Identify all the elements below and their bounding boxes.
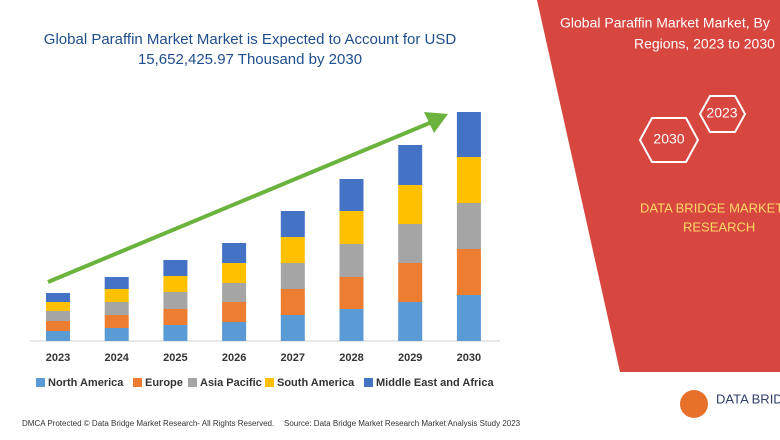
bar-segment [339, 244, 364, 277]
bar-segment [456, 295, 481, 341]
trend-arrow [47, 120, 433, 284]
bar-segment [456, 157, 481, 203]
bar-segment [222, 243, 247, 263]
legend-swatch [133, 378, 142, 387]
logo-icon [680, 390, 708, 418]
legend-swatch [36, 378, 45, 387]
bar-segment [163, 260, 188, 276]
bar-segment [456, 112, 481, 157]
legend-swatch [364, 378, 373, 387]
x-tick-label: 2025 [163, 352, 187, 364]
legend-swatch [188, 378, 197, 387]
bar-segment [222, 263, 247, 283]
bar-segment [339, 277, 364, 309]
legend-label: Europe [145, 377, 183, 389]
bar-segment [222, 322, 247, 341]
panel-title: Regions, 2023 to 2030 [634, 36, 775, 52]
bar-segment [104, 328, 129, 341]
bar-segment [163, 325, 188, 341]
bar-segment [104, 289, 129, 302]
hex-label: 2030 [653, 131, 684, 147]
bar-segment [280, 289, 305, 315]
bar-segment [46, 302, 70, 311]
bar-segment [280, 263, 305, 289]
bar-segment [398, 263, 423, 302]
bar-segment [398, 224, 423, 263]
hex-label: 2023 [706, 105, 737, 121]
footer-left: DMCA Protected © Data Bridge Market Rese… [22, 419, 274, 428]
legend-label: North America [48, 377, 124, 389]
x-tick-label: 2027 [281, 352, 305, 364]
x-tick-label: 2030 [457, 352, 481, 364]
bar-segment [104, 315, 129, 328]
bar-segment [104, 277, 129, 289]
legend-label: South America [277, 377, 355, 389]
bar-segment [456, 249, 481, 295]
bar-segment [280, 211, 305, 237]
legend-label: Middle East and Africa [376, 377, 494, 389]
x-tick-label: 2029 [398, 352, 422, 364]
bar-segment [398, 145, 423, 185]
legend-label: Asia Pacific [200, 377, 262, 389]
legend-swatch [265, 378, 274, 387]
bar-segment [339, 179, 364, 211]
bar-segment [222, 283, 247, 302]
bar-segment [280, 315, 305, 341]
bar-segment [46, 321, 70, 331]
bar-segment [46, 293, 70, 302]
red-panel [537, 0, 780, 372]
footer-right: Source: Data Bridge Market Research Mark… [284, 419, 521, 428]
bar-segment [46, 311, 70, 321]
bar-segment [163, 276, 188, 292]
bar-segment [46, 331, 70, 341]
x-tick-label: 2024 [104, 352, 129, 364]
bar-segment [339, 211, 364, 244]
logo-text: DATA BRIDGE [716, 391, 780, 406]
bar-segment [222, 302, 247, 322]
bar-segment [163, 309, 188, 325]
bar-segment [163, 292, 188, 309]
bar-segment [104, 302, 129, 315]
arrow-head [424, 112, 448, 133]
chart-title: Global Paraffin Market Market is Expecte… [44, 31, 457, 48]
x-tick-label: 2028 [339, 352, 363, 364]
bar-segment [398, 302, 423, 341]
chart-title: 15,652,425.97 Thousand by 2030 [138, 51, 362, 68]
bar-segment [398, 185, 423, 224]
brand: DATA BRIDGE MARKET [640, 200, 780, 215]
panel-title: Global Paraffin Market Market, By [560, 15, 770, 31]
hexagon [638, 117, 700, 163]
x-tick-label: 2023 [46, 352, 70, 364]
bar-segment [456, 203, 481, 249]
brand: RESEARCH [683, 219, 755, 234]
x-tick-label: 2026 [222, 352, 246, 364]
bar-segment [280, 237, 305, 263]
hexagon [698, 95, 747, 133]
bar-segment [339, 309, 364, 341]
